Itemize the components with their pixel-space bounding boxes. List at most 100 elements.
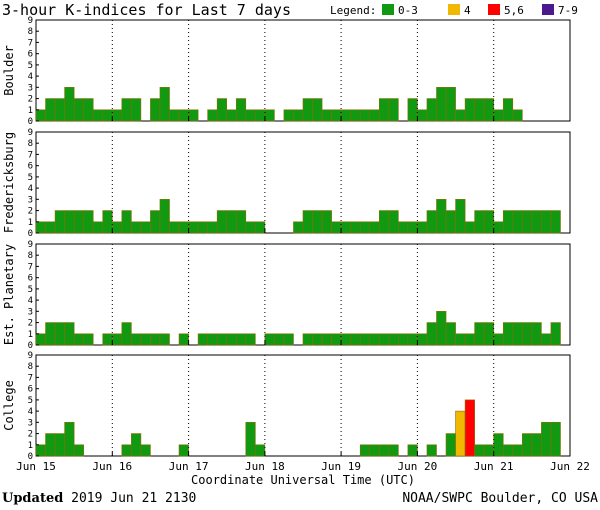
bar-boulder-31 [331, 109, 342, 122]
bar-boulder-0 [35, 109, 46, 122]
bar-est-planetary-0 [35, 333, 46, 346]
panel-label-fredericksburg: Fredericksburg [2, 132, 16, 233]
bar-fredericksburg-22 [245, 221, 256, 234]
y-tick-label-boulder-2: 2 [28, 95, 33, 105]
legend-text-7-9: 7-9 [558, 4, 578, 17]
bar-boulder-29 [312, 98, 323, 122]
bar-fredericksburg-4 [73, 210, 84, 234]
bar-fredericksburg-21 [235, 210, 247, 234]
bar-college-22 [245, 422, 256, 457]
bar-fredericksburg-35 [369, 221, 380, 234]
bar-est-planetary-42 [436, 311, 447, 346]
y-tick-label-est-planetary-9: 9 [28, 240, 33, 250]
bar-fredericksburg-46 [474, 210, 485, 234]
bar-boulder-50 [512, 109, 523, 122]
bar-boulder-36 [378, 98, 390, 122]
y-tick-label-fredericksburg-9: 9 [28, 128, 33, 138]
bar-est-planetary-11 [140, 333, 151, 346]
bar-college-10 [131, 433, 142, 457]
legend-text-5-6: 5,6 [504, 4, 524, 17]
bar-boulder-13 [159, 87, 170, 122]
y-tick-label-fredericksburg-5: 5 [28, 173, 33, 183]
bar-est-planetary-35 [369, 333, 380, 346]
bar-college-52 [531, 433, 542, 457]
bar-est-planetary-7 [102, 333, 113, 346]
bar-college-37 [388, 444, 399, 457]
bar-fredericksburg-15 [178, 221, 189, 234]
bar-fredericksburg-45 [464, 221, 475, 234]
bar-est-planetary-44 [455, 333, 466, 346]
bar-fredericksburg-48 [493, 221, 504, 234]
y-tick-label-est-planetary-7: 7 [28, 262, 33, 272]
bar-est-planetary-38 [398, 333, 409, 346]
bar-boulder-42 [436, 87, 447, 122]
bar-fredericksburg-51 [522, 210, 533, 234]
bar-boulder-20 [226, 109, 237, 122]
bar-est-planetary-29 [312, 333, 323, 346]
y-tick-label-fredericksburg-4: 4 [28, 184, 33, 194]
bar-est-planetary-8 [111, 333, 123, 346]
y-tick-label-fredericksburg-6: 6 [28, 162, 33, 172]
bar-boulder-30 [321, 109, 332, 122]
bar-boulder-3 [64, 87, 75, 122]
bar-est-planetary-32 [340, 333, 351, 346]
x-tick-label-1: Jun 16 [92, 460, 132, 473]
bar-college-36 [378, 444, 390, 457]
y-tick-label-fredericksburg-7: 7 [28, 150, 33, 160]
legend-swatch-0-3 [382, 4, 394, 15]
bar-fredericksburg-14 [169, 221, 180, 234]
bar-fredericksburg-33 [350, 221, 361, 234]
bar-boulder-6 [92, 109, 104, 122]
legend-item-7-9: 7-9 [542, 4, 578, 17]
bar-est-planetary-51 [522, 322, 533, 346]
bar-est-planetary-43 [445, 322, 456, 346]
bar-boulder-9 [121, 98, 132, 122]
y-tick-label-boulder-8: 8 [28, 27, 33, 37]
bar-boulder-48 [493, 109, 504, 122]
bar-boulder-18 [207, 109, 218, 122]
y-tick-label-fredericksburg-2: 2 [28, 207, 33, 217]
y-tick-label-college-0: 0 [28, 452, 33, 462]
bar-boulder-33 [350, 109, 361, 122]
bar-college-44 [455, 410, 466, 457]
x-tick-label-6: Jun 21 [474, 460, 514, 473]
bar-fredericksburg-2 [54, 210, 65, 234]
bar-boulder-4 [73, 98, 84, 122]
bar-fredericksburg-52 [531, 210, 542, 234]
bar-college-54 [550, 422, 561, 457]
x-tick-label-4: Jun 19 [321, 460, 361, 473]
bar-fredericksburg-54 [550, 210, 561, 234]
y-tick-label-boulder-9: 9 [28, 16, 33, 26]
bar-college-9 [121, 444, 132, 457]
bar-boulder-7 [102, 109, 113, 122]
y-tick-label-college-9: 9 [28, 351, 33, 361]
bar-fredericksburg-16 [188, 221, 199, 234]
bar-est-planetary-10 [131, 333, 142, 346]
y-tick-label-college-7: 7 [28, 373, 33, 383]
bar-boulder-26 [283, 109, 294, 122]
bar-boulder-39 [407, 98, 418, 122]
bar-college-50 [512, 444, 523, 457]
updated-line: Updated 2019 Jun 21 2130 [2, 491, 196, 506]
bar-est-planetary-25 [274, 333, 285, 346]
bar-est-planetary-1 [45, 322, 56, 346]
y-tick-label-college-5: 5 [28, 396, 33, 406]
y-tick-label-college-3: 3 [28, 418, 33, 428]
y-tick-label-est-planetary-4: 4 [28, 296, 33, 306]
bar-est-planetary-52 [531, 322, 542, 346]
bar-fredericksburg-38 [398, 221, 409, 234]
bar-fredericksburg-7 [102, 210, 113, 234]
bar-boulder-2 [54, 98, 65, 122]
y-tick-label-boulder-5: 5 [28, 61, 33, 71]
y-tick-label-est-planetary-3: 3 [28, 307, 33, 317]
bar-college-46 [474, 444, 485, 457]
bar-college-1 [45, 433, 56, 457]
chart-title: 3-hour K-indices for Last 7 days [2, 1, 291, 19]
bar-boulder-35 [369, 109, 380, 122]
y-tick-label-fredericksburg-3: 3 [28, 195, 33, 205]
bar-est-planetary-4 [73, 333, 84, 346]
bar-boulder-8 [111, 109, 123, 122]
bar-boulder-47 [483, 98, 495, 122]
bar-college-43 [445, 433, 456, 457]
bar-fredericksburg-32 [340, 221, 351, 234]
